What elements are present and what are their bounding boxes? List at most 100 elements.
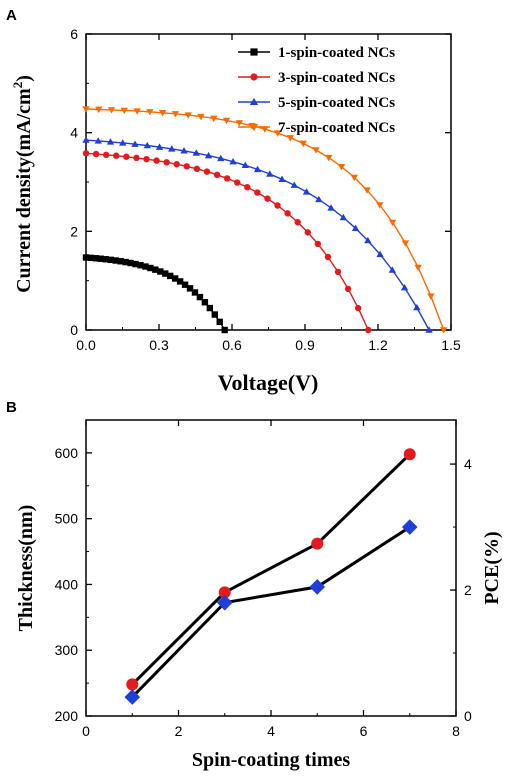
data-point [197, 113, 205, 121]
data-point [97, 255, 105, 262]
y-tick-label: 200 [55, 708, 79, 724]
legend-label: 5-spin-coated NCs [278, 95, 395, 111]
data-point [133, 108, 141, 115]
x-tick-labels-a: 0.0 0.3 0.6 0.9 1.2 1.5 [76, 337, 461, 353]
x-tick-label: 1.2 [368, 337, 388, 353]
y-tick-labels-b: 200 300 400 500 600 [55, 445, 79, 724]
plot-frame-a [85, 33, 452, 331]
data-point [102, 151, 110, 159]
data-point [354, 304, 362, 312]
data-point [95, 106, 103, 114]
data-point [400, 283, 409, 291]
data-point [363, 187, 371, 194]
data-point [143, 155, 150, 163]
data-point [235, 120, 243, 127]
data-point [254, 189, 261, 196]
y-axis-label-text: Current density(mA/cm [13, 88, 35, 293]
data-point [244, 184, 251, 191]
data-point [261, 126, 269, 133]
data-point [133, 154, 140, 162]
y2-tick-label: 4 [464, 456, 472, 472]
series-line [131, 453, 411, 686]
legend-label: 3-spin-coated NCs [278, 70, 395, 86]
data-point [196, 293, 204, 301]
y2-tick-labels-b: 0 2 4 [464, 456, 472, 724]
data-point [92, 150, 100, 158]
data-point [126, 678, 139, 691]
data-point [266, 170, 274, 177]
y-tick-labels-a: 0 2 4 6 [70, 26, 78, 338]
data-point [290, 181, 298, 188]
data-point [124, 689, 141, 705]
data-point [191, 289, 199, 296]
data-point [304, 229, 311, 236]
data-point [153, 157, 160, 164]
data-point [250, 48, 258, 56]
data-point [87, 254, 95, 262]
data-point [250, 73, 258, 81]
tick-marks-a [85, 33, 452, 331]
data-point [176, 278, 184, 285]
data-point [388, 266, 397, 273]
x-tick-label: 0.9 [295, 337, 315, 353]
data-point [181, 281, 189, 288]
data-point [143, 141, 151, 149]
data-point [102, 256, 110, 263]
data-point [120, 107, 129, 115]
y-axis-label-close: ) [13, 75, 35, 82]
x-tick-label: 2 [175, 723, 183, 739]
data-point [122, 258, 129, 266]
data-point [107, 107, 116, 114]
data-point [127, 259, 134, 267]
x-tick-label: 6 [360, 723, 368, 739]
data-point [218, 586, 231, 599]
data-point [186, 285, 194, 292]
data-point [309, 579, 326, 595]
data-point [82, 136, 90, 143]
panel-label-a: A [6, 7, 17, 24]
panel-a: A 0.0 0.3 0.6 0.9 1.2 1.5 0 2 4 6 Voltag… [6, 7, 461, 395]
data-point [401, 240, 410, 247]
data-point [364, 236, 372, 244]
data-point [351, 224, 360, 232]
data-point [229, 157, 237, 165]
data-point [107, 256, 114, 264]
curves-a [82, 106, 448, 334]
data-point [106, 138, 115, 145]
data-point [203, 168, 211, 175]
data-point [401, 519, 418, 535]
data-point [168, 145, 176, 152]
pce-series [124, 519, 418, 705]
data-point [217, 154, 225, 162]
iv-curve-series [82, 106, 448, 334]
data-point [193, 165, 201, 173]
data-point [425, 326, 433, 333]
y-tick-label: 500 [55, 511, 79, 527]
y-tick-label: 600 [55, 445, 79, 461]
y-axis-label-superscript: 2 [10, 82, 25, 89]
data-point [206, 304, 214, 312]
data-point [253, 165, 262, 173]
data-point [117, 258, 124, 265]
series-line [131, 525, 411, 699]
x-tick-label: 0 [82, 723, 90, 739]
data-point [213, 171, 221, 179]
data-point [241, 161, 249, 169]
data-point [286, 135, 295, 142]
data-point [82, 106, 90, 113]
data-point [82, 254, 90, 261]
data-point [403, 448, 416, 461]
data-point [112, 257, 119, 264]
thickness-series [126, 448, 416, 691]
data-point [312, 147, 320, 154]
data-point [171, 111, 180, 118]
iv-curve-series [82, 254, 228, 334]
y-tick-label: 0 [70, 322, 78, 338]
data-point [327, 204, 335, 211]
iv-curve-series [82, 136, 433, 333]
data-point [414, 264, 422, 272]
data-point [163, 159, 170, 166]
x-tick-label: 4 [267, 723, 275, 739]
data-point [216, 594, 233, 611]
